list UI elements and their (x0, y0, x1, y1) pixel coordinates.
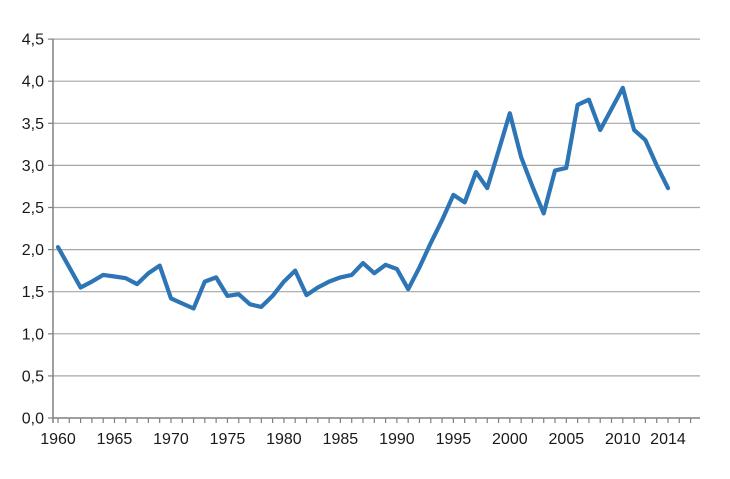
x-tick-label: 1980 (266, 431, 302, 448)
y-tick-label: 1,5 (22, 284, 44, 301)
y-tick-label: 0,5 (22, 368, 44, 385)
x-tick-label: 1975 (210, 431, 246, 448)
y-tick-label: 2,5 (22, 200, 44, 217)
x-tick-label: 1985 (323, 431, 359, 448)
x-tick-label: 1960 (40, 431, 76, 448)
x-tick-label: 1970 (153, 431, 189, 448)
x-tick-label: 2000 (492, 431, 528, 448)
x-tick-label: 1995 (436, 431, 472, 448)
y-tick-label: 3,5 (22, 116, 44, 133)
y-tick-label: 4,0 (22, 74, 44, 91)
y-tick-label: 0,0 (22, 411, 44, 428)
x-tick-label: 2010 (605, 431, 641, 448)
data-series-line (55, 85, 671, 311)
y-tick-label: 2,0 (22, 242, 44, 259)
x-tick-label: 1990 (379, 431, 415, 448)
x-tick-label: 1965 (97, 431, 133, 448)
y-tick-label: 1,0 (22, 326, 44, 343)
x-tick-label: 2014 (650, 431, 686, 448)
y-tick-label: 3,0 (22, 158, 44, 175)
y-tick-label: 4,5 (22, 32, 44, 49)
x-tick-label: 2005 (549, 431, 585, 448)
